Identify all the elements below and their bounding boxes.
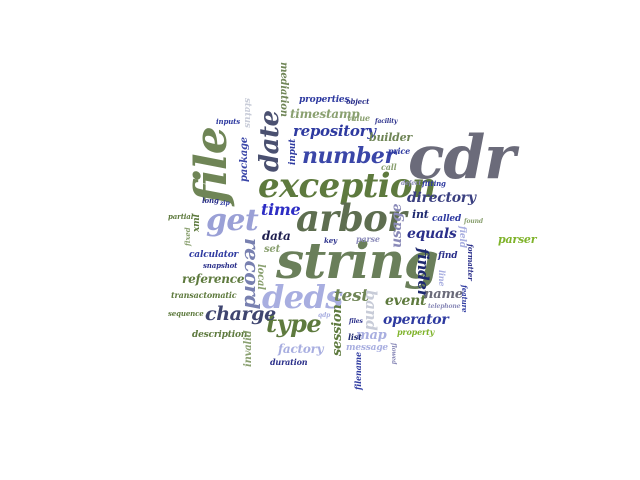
word-fixed: fixed [183, 227, 192, 247]
word-snapshot: snapshot [203, 261, 238, 270]
word-map: map [356, 328, 387, 343]
word-file: file [186, 127, 237, 204]
word-get: get [206, 203, 259, 238]
word-number: number [302, 143, 396, 169]
word-fitting: fitting [422, 179, 446, 188]
word-int: int [412, 208, 429, 221]
word-set: set [264, 244, 281, 255]
word-telephone: telephone [428, 303, 461, 310]
word-list: list [348, 332, 362, 342]
word-parser: parser [498, 233, 537, 246]
word-arbor: arbor [296, 196, 407, 240]
word-called: called [432, 214, 462, 224]
word-charge: charge [205, 303, 276, 325]
word-equals: equals [407, 226, 457, 242]
word-builder: builder [369, 131, 412, 144]
word-property: property [397, 327, 435, 337]
word-message: message [346, 343, 388, 353]
word-duration: duration [270, 357, 308, 367]
word-data: data [262, 229, 291, 243]
word-calculator: calculator [189, 250, 239, 260]
word-input: input [288, 138, 298, 165]
word-mediation: mediation [278, 62, 289, 117]
word-deds: deds [262, 278, 343, 316]
word-timestamp: timestamp [290, 107, 360, 121]
word-sequence: sequence [168, 309, 204, 318]
word-object: object [346, 97, 370, 106]
word-zip: zip [220, 200, 230, 207]
word-find: find [438, 251, 458, 261]
word-parse: parse [356, 234, 380, 244]
word-time: time [261, 200, 301, 219]
word-exception: exception [258, 166, 437, 206]
word-cdr: cdr [408, 123, 516, 193]
word-value: value [347, 113, 370, 123]
word-partial: partial [168, 212, 194, 221]
word-description: description [192, 330, 248, 340]
word-inputs: inputs [216, 117, 241, 126]
word-flowed: flowed [390, 343, 397, 365]
word-operator: operator [383, 312, 449, 328]
word-qdp: qdp [318, 312, 331, 319]
word-call: call [381, 162, 397, 172]
word-name: name [424, 287, 463, 302]
word-feature: feature [460, 285, 469, 313]
word-usage: usage [389, 203, 405, 248]
word-transactomatic: transactomatic [171, 290, 237, 300]
word-long: long [202, 196, 219, 205]
word-defect: defect [401, 180, 422, 187]
word-formatter: formatter [466, 244, 475, 281]
word-type: type [266, 309, 322, 338]
word-facility: facility [375, 118, 398, 125]
word-properties: properties [299, 95, 350, 105]
word-status: status [242, 98, 252, 128]
word-band: band [362, 290, 380, 331]
word-package: package [239, 137, 250, 182]
word-line: line [437, 270, 447, 287]
word-local: local [255, 264, 266, 290]
word-filename: filename [353, 352, 363, 390]
word-xml: xml [192, 214, 202, 232]
word-test: test [334, 286, 369, 306]
word-string: string [276, 231, 439, 290]
word-directory: directory [407, 190, 476, 206]
word-reference: reference [182, 272, 245, 286]
word-key: key [324, 236, 337, 245]
word-found: found [464, 218, 483, 225]
word-factory: factory [278, 342, 324, 356]
word-price: price [388, 146, 411, 156]
word-event: event [385, 293, 427, 309]
word-invalid: invalid [243, 330, 254, 367]
word-files: files [349, 318, 363, 325]
word-session: session [330, 304, 345, 356]
word-date: date [255, 110, 285, 173]
word-field: field [457, 226, 467, 248]
word-repository: repository [293, 122, 376, 140]
